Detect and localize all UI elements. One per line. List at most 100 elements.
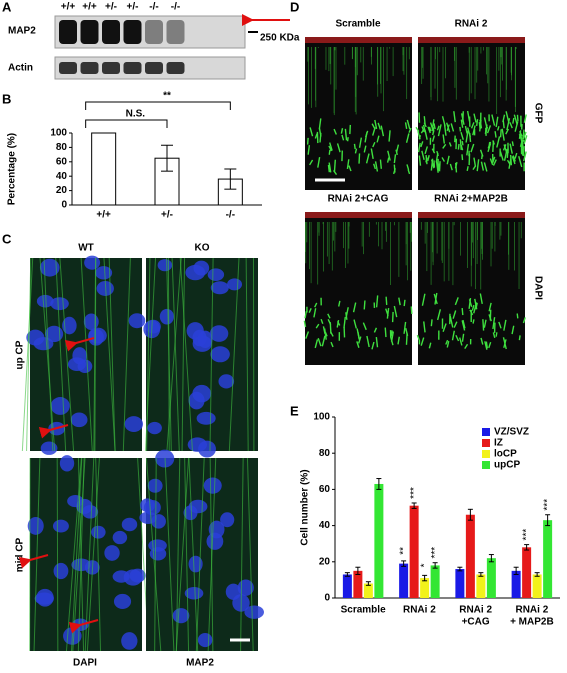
- nucleus: [203, 477, 222, 494]
- gfp-cell: [309, 159, 314, 166]
- nucleus: [209, 325, 229, 342]
- fiber: [108, 257, 116, 452]
- gfp-cell: [484, 126, 489, 134]
- gfp-cell: [322, 326, 326, 334]
- gfp-cell: [395, 149, 398, 156]
- gfp-cell: [462, 319, 466, 329]
- gfp-cell: [446, 340, 450, 348]
- x-tick-label: RNAi 2: [515, 605, 548, 616]
- gfp-cell: [357, 331, 360, 339]
- gfp-cell: [386, 307, 390, 319]
- gfp-cell: [340, 128, 344, 134]
- bar: [409, 505, 419, 598]
- gfp-cell: [327, 313, 331, 319]
- gfp-cell: [315, 323, 320, 329]
- column-label: KO: [195, 243, 210, 254]
- gfp-cell: [305, 331, 310, 339]
- gfp-cell: [372, 127, 376, 136]
- row-label: mid CP: [15, 537, 26, 572]
- legend-label: loCP: [494, 449, 517, 460]
- gfp-cell: [492, 317, 496, 330]
- gfp-cell: [345, 307, 349, 317]
- gfp-cell: [461, 320, 466, 331]
- legend-label: upCP: [494, 460, 520, 471]
- y-tick-label: 80: [319, 448, 331, 459]
- gfp-cell: [511, 325, 515, 335]
- fiber: [188, 457, 199, 652]
- bar: [476, 574, 486, 598]
- nucleus: [196, 411, 216, 425]
- bar: [342, 574, 352, 598]
- gfp-cell: [403, 321, 407, 334]
- gfp-cell: [492, 332, 496, 339]
- nucleus: [82, 505, 99, 519]
- bar: [511, 570, 521, 598]
- pia: [305, 212, 412, 218]
- gfp-cell: [406, 164, 410, 171]
- gfp-cell: [483, 117, 488, 128]
- nucleus: [159, 308, 174, 325]
- gfp-cell: [441, 116, 446, 127]
- micrograph: [305, 37, 412, 190]
- gfp-cell: [509, 143, 513, 154]
- gfp-cell: [465, 130, 469, 143]
- band: [80, 62, 99, 74]
- x-tick-label: +/-: [161, 210, 173, 221]
- gfp-cell: [343, 316, 346, 329]
- gfp-cell: [503, 319, 507, 331]
- gfp-cell: [372, 141, 376, 148]
- gfp-cell: [424, 146, 428, 155]
- gfp-cell: [375, 337, 379, 348]
- gfp-cell: [479, 149, 484, 157]
- gfp-cell: [365, 153, 370, 164]
- gfp-cell: [398, 297, 401, 306]
- gfp-cell: [479, 293, 483, 304]
- fiber: [246, 457, 254, 652]
- legend-label: VZ/SVZ: [494, 427, 529, 438]
- gfp-cell: [475, 119, 479, 127]
- fiber: [39, 257, 56, 452]
- arrow: [64, 337, 95, 352]
- lane-label: +/-: [127, 2, 139, 13]
- fiber: [164, 457, 175, 652]
- gfp-cell: [512, 155, 516, 162]
- y-tick-label: 100: [50, 128, 67, 139]
- gfp-cell: [358, 336, 362, 344]
- panel-label: B: [2, 91, 11, 106]
- nucleus: [244, 605, 264, 619]
- gfp-cell: [513, 114, 518, 125]
- gfp-cell: [446, 155, 450, 165]
- gfp-cell: [371, 341, 375, 350]
- gfp-cell: [488, 142, 491, 149]
- nucleus: [148, 539, 167, 552]
- fiber: [21, 257, 34, 452]
- gfp-cell: [408, 127, 412, 133]
- bar: [543, 520, 553, 598]
- x-tick-label: -/-: [226, 210, 235, 221]
- gfp-cell: [470, 143, 475, 153]
- row-label: up CP: [15, 340, 26, 369]
- x-tick-label: Scramble: [341, 605, 386, 616]
- gfp-cell: [466, 143, 470, 156]
- gfp-cell: [421, 293, 426, 306]
- nucleus: [183, 505, 198, 521]
- gfp-cell: [495, 116, 499, 128]
- gfp-cell: [499, 129, 502, 138]
- legend-swatch: [482, 450, 490, 458]
- gfp-cell: [395, 144, 400, 153]
- y-axis-label: Percentage (%): [7, 133, 18, 205]
- gfp-cell: [506, 118, 511, 131]
- gfp-cell: [506, 159, 511, 165]
- gfp-cell: [352, 302, 357, 313]
- gfp-cell: [522, 317, 526, 324]
- nucleus: [210, 281, 229, 295]
- nucleus: [143, 499, 161, 516]
- nucleus: [45, 325, 64, 343]
- nucleus: [91, 525, 106, 539]
- gfp-cell: [486, 125, 492, 134]
- gfp-cell: [404, 122, 408, 130]
- gfp-cell: [484, 341, 488, 350]
- nucleus: [27, 516, 44, 535]
- gfp-cell: [442, 143, 447, 149]
